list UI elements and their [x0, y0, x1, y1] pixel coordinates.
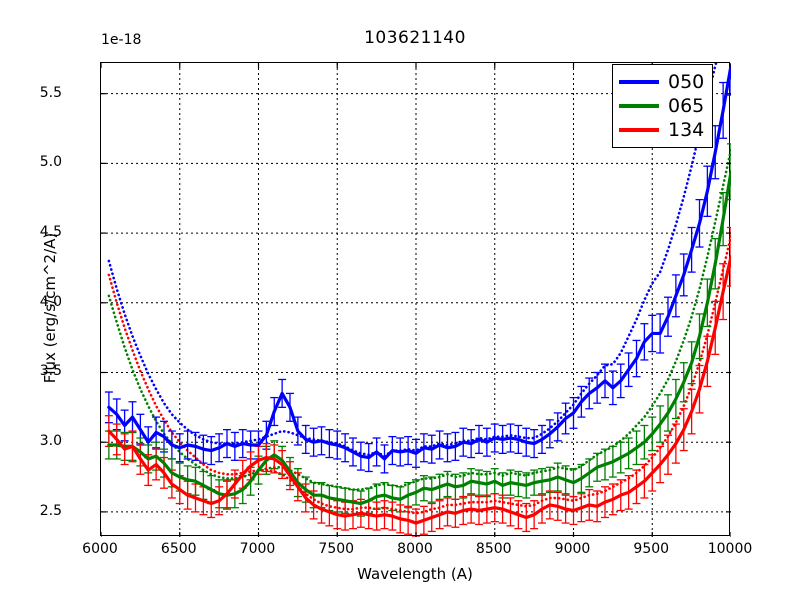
y-tick-label: 5.0	[39, 154, 62, 171]
x-tick-label: 9500	[633, 541, 670, 557]
legend-label-050: 050	[668, 70, 705, 93]
legend-item[interactable]: 065	[619, 94, 704, 118]
tick-marks	[101, 63, 731, 537]
series-line-065-model	[107, 148, 731, 491]
x-tick-label: 9000	[554, 541, 591, 557]
legend-swatch-065	[619, 104, 659, 108]
legend-swatch-134	[619, 128, 659, 132]
y-axis-label: Flux (erg/s/cm^2/A)	[41, 232, 59, 384]
x-tick-label: 7000	[239, 541, 276, 557]
legend: 050 065 134	[612, 64, 714, 148]
y-tick-label: 4.5	[39, 224, 62, 241]
series-line-134	[107, 255, 731, 525]
x-tick-label: 7500	[318, 541, 355, 557]
x-tick-label: 8000	[397, 541, 433, 557]
x-axis-label: Wavelength (A)	[357, 565, 473, 583]
legend-item[interactable]: 134	[619, 118, 704, 142]
x-tick-label: 6500	[160, 541, 197, 557]
x-tick-label: 10000	[707, 541, 753, 557]
y-tick-label: 4.0	[39, 293, 62, 310]
x-tick-label: 6000	[82, 541, 118, 557]
y-axis-offset-text: 1e-18	[101, 32, 142, 48]
series-line-065	[107, 170, 731, 506]
legend-label-065: 065	[668, 94, 705, 117]
y-tick-label: 5.5	[39, 84, 62, 101]
series-line-050	[107, 64, 731, 461]
y-tick-label: 3.5	[39, 363, 62, 380]
y-tick-label: 3.0	[39, 433, 62, 450]
page-title: 103621140	[364, 28, 466, 48]
legend-label-134: 134	[668, 118, 705, 141]
legend-item[interactable]: 050	[619, 70, 704, 94]
y-tick-label: 2.5	[39, 502, 62, 519]
plot-canvas	[101, 63, 731, 537]
legend-swatch-050	[619, 80, 659, 84]
series-line-050-model	[107, 63, 718, 458]
x-tick-label: 8500	[475, 541, 512, 557]
